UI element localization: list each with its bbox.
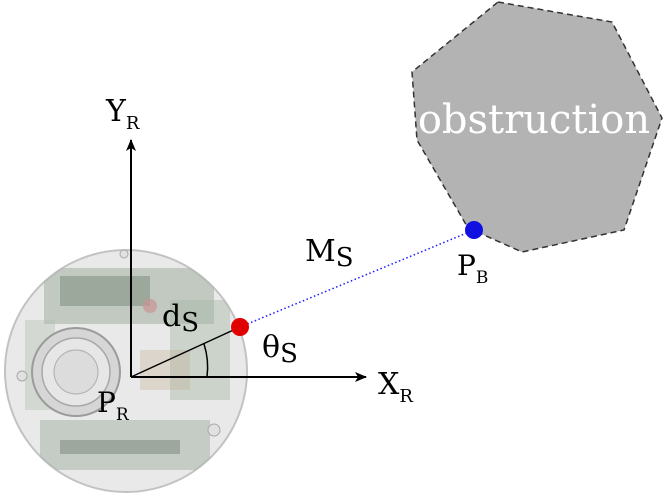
angle-arc [203,343,209,378]
robot-body [4,249,248,493]
obstacle-point [465,221,483,239]
obstruction-shape [411,1,663,253]
sensor-distance-line [130,326,241,378]
robot-point-label: PR [97,386,130,425]
sensor-point [231,318,249,336]
measurement-line [239,229,475,328]
sensor-angle-label: θS [262,330,298,369]
obstruction-label: obstruction [418,97,650,143]
sensor-distance-label: dS [162,299,199,338]
obstacle-point-label: PB [457,249,488,288]
x-axis-label: XR [378,367,413,407]
y-axis-label: YR [105,94,140,134]
measurement-label: MS [305,234,354,273]
